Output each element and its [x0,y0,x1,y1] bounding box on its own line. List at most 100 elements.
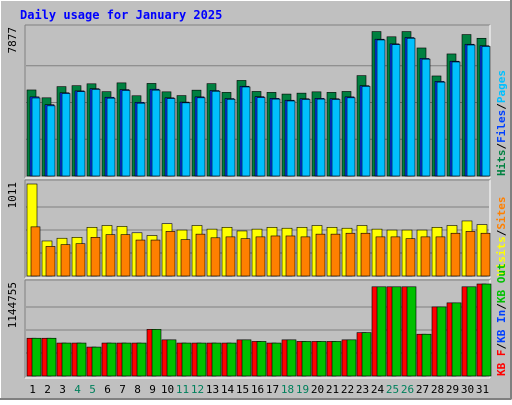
x-tick-day-18: 18 [281,383,294,396]
bar-pages-day-2 [46,105,56,177]
bar-pages-day-1 [31,97,41,177]
bar-pages-day-14 [226,98,236,177]
bar-kb-out-day-12 [196,342,207,377]
bar-sites-day-24 [375,236,386,277]
bar-pages-day-8 [136,102,146,177]
x-tick-day-30: 30 [461,383,474,396]
x-axis-labels: 1 2 3 4 5 6 7 8 9 10 11 12 13 14 15 16 17 18 19 20 21 22 23 24 2… [29,383,489,396]
x-tick-day-17: 17 [266,383,279,396]
bar-kb-out-day-5 [91,346,102,377]
x-tick-day-24: 24 [371,383,385,396]
bar-pages-day-17 [271,98,281,177]
scale-label-visits: 1011 [6,182,19,209]
bar-pages-day-3 [61,93,71,177]
bar-sites-day-30 [465,231,476,277]
x-tick-day-14: 14 [221,383,235,396]
bar-pages-day-20 [316,98,326,177]
bar-pages-day-12 [196,97,206,177]
legend-item: KB In [495,310,508,343]
bar-kb-out-day-10 [166,339,177,377]
bar-sites-day-18 [285,235,296,277]
bar-sites-day-3 [60,244,71,277]
bar-pages-day-19 [301,99,311,177]
bar-sites-day-22 [345,232,356,277]
bar-pages-day-11 [181,102,191,177]
legend-item: / [495,143,508,150]
bar-sites-day-2 [45,246,56,277]
bar-pages-day-23 [361,86,371,177]
bar-kb-out-day-9 [151,329,162,377]
bar-pages-day-22 [346,97,356,177]
x-tick-day-1: 1 [29,383,36,396]
bar-kb-out-day-19 [301,341,312,377]
bar-kb-out-day-30 [466,286,477,377]
x-tick-day-26: 26 [401,383,414,396]
bar-kb-out-day-24 [376,286,387,377]
x-tick-day-2: 2 [44,383,51,396]
x-tick-day-7: 7 [119,383,126,396]
x-tick-day-3: 3 [59,383,66,396]
bar-pages-day-29 [451,61,461,177]
bar-kb-out-day-31 [481,283,492,377]
legend-item: Sites [495,197,508,230]
bar-pages-day-13 [211,90,221,177]
bar-sites-day-28 [435,236,446,277]
bar-kb-out-day-3 [61,342,72,377]
bar-sites-day-20 [315,233,326,277]
x-tick-day-10: 10 [161,383,174,396]
x-tick-day-8: 8 [134,383,141,396]
legend-item: / [495,103,508,110]
bar-kb-out-day-22 [346,339,357,377]
bar-kb-out-day-27 [421,333,432,377]
x-tick-day-29: 29 [446,383,459,396]
bar-kb-out-day-2 [46,337,57,377]
bar-pages-day-9 [151,89,161,177]
legend-item: Files [495,110,508,143]
x-tick-day-15: 15 [236,383,249,396]
bar-pages-day-16 [256,97,266,177]
bar-kb-out-day-26 [406,286,417,377]
bar-kb-out-day-6 [106,342,117,377]
bar-sites-day-26 [405,238,416,277]
legend-item: KB F [495,350,508,377]
bar-kb-out-day-29 [451,302,462,377]
bar-sites-day-31 [480,232,491,277]
bar-pages-day-18 [286,100,296,177]
bar-kb-out-day-20 [316,341,327,377]
x-tick-day-31: 31 [476,383,489,396]
bar-pages-day-26 [406,37,416,177]
x-tick-day-9: 9 [149,383,156,396]
chart-title: Daily usage for January 2025 [20,8,222,22]
bar-kb-out-day-4 [76,342,87,377]
x-tick-day-6: 6 [104,383,111,396]
bar-sites-day-8 [135,239,146,277]
bar-sites-day-5 [90,237,101,277]
bar-sites-day-23 [360,232,371,277]
bar-pages-day-21 [331,99,341,177]
bar-kb-out-day-15 [241,339,252,377]
bar-pages-day-6 [106,97,116,177]
x-tick-day-22: 22 [341,383,354,396]
bar-sites-day-11 [180,239,191,277]
bar-pages-day-4 [76,91,86,177]
bar-sites-day-27 [420,236,431,277]
bar-sites-day-9 [150,239,161,277]
bar-pages-day-5 [91,89,101,177]
bar-sites-day-6 [105,234,116,277]
bar-sites-day-13 [210,237,221,277]
bar-pages-day-30 [466,44,476,177]
bar-sites-day-16 [255,236,266,277]
bar-kb-out-day-14 [226,342,237,377]
x-tick-day-12: 12 [191,383,204,396]
x-tick-day-13: 13 [206,383,219,396]
bar-kb-out-day-7 [121,342,132,377]
bar-kb-out-day-21 [331,341,342,377]
x-tick-day-4: 4 [74,383,81,396]
bar-pages-day-7 [121,90,131,177]
legend-kbytes: KB F/KB In/KB Out [495,263,508,376]
bar-sites-day-7 [120,234,131,277]
